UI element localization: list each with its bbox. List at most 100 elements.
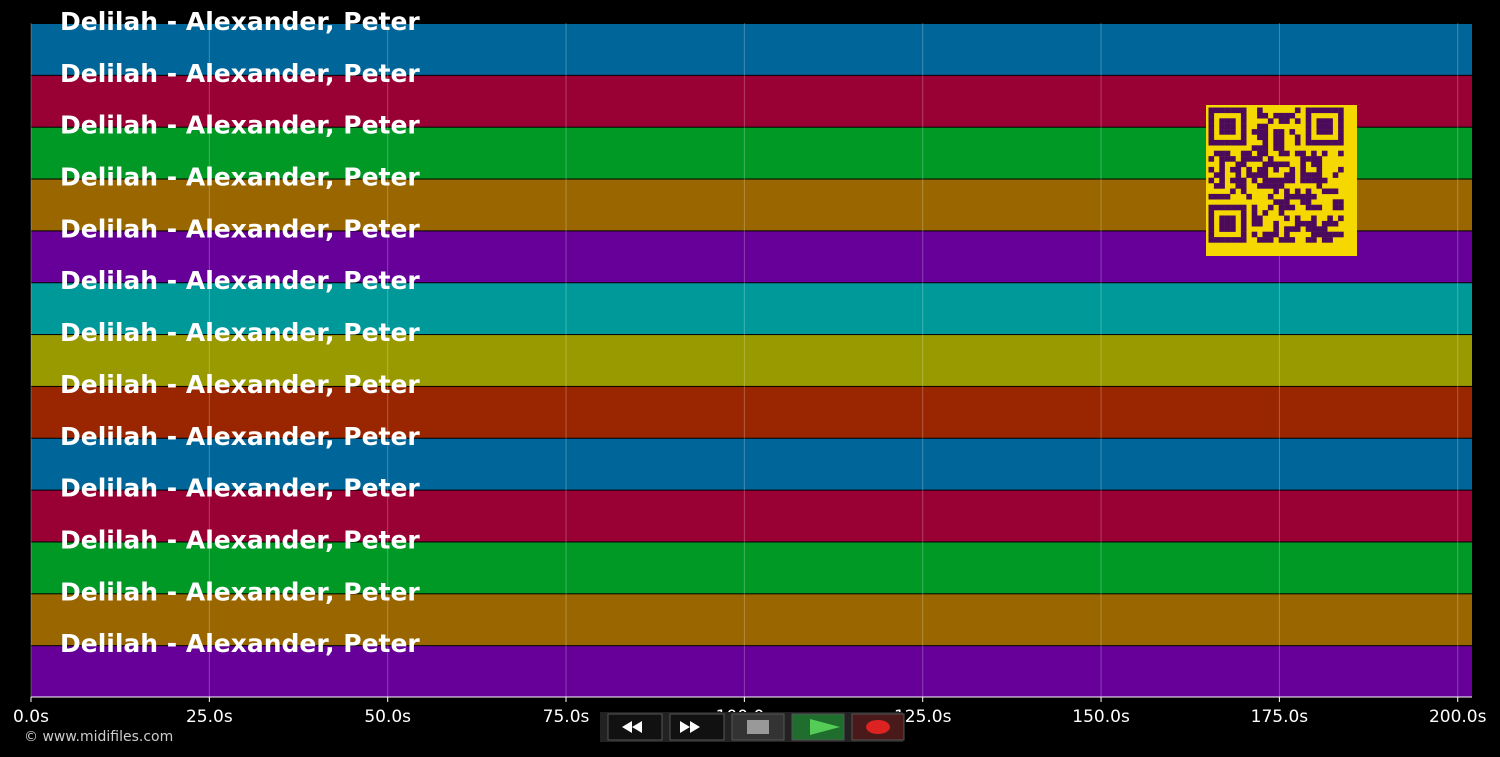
- qr-module: [1213, 237, 1220, 243]
- qr-module: [1208, 118, 1215, 124]
- qr-module: [1332, 188, 1339, 195]
- qr-module: [1289, 204, 1296, 211]
- stop-button[interactable]: [731, 713, 785, 741]
- qr-module: [1251, 129, 1258, 135]
- qr-module: [1338, 112, 1344, 119]
- qr-module: [1284, 150, 1290, 157]
- qr-module: [1208, 231, 1215, 238]
- qr-module: [1267, 204, 1274, 211]
- qr-module: [1240, 107, 1247, 114]
- qr-module: [1300, 166, 1306, 173]
- qr-module: [1235, 139, 1242, 146]
- qr-module: [1208, 237, 1215, 243]
- qr-module: [1251, 231, 1258, 238]
- qr-module: [1338, 166, 1344, 173]
- qr-module: [1327, 237, 1333, 243]
- qr-module: [1251, 156, 1258, 162]
- record-button[interactable]: [851, 713, 905, 741]
- track-lane: [31, 594, 1472, 646]
- qr-module: [1327, 123, 1333, 130]
- rewind-button[interactable]: [607, 713, 663, 741]
- qr-module: [1316, 107, 1323, 114]
- qr-module: [1224, 123, 1231, 130]
- qr-module: [1284, 237, 1290, 243]
- qr-module: [1262, 177, 1269, 184]
- qr-module: [1305, 112, 1312, 119]
- qr-module: [1257, 172, 1263, 178]
- qr-module: [1224, 139, 1231, 146]
- track-lane: [31, 24, 1472, 75]
- qr-module: [1246, 193, 1252, 200]
- qr-module: [1219, 129, 1225, 135]
- play-button[interactable]: [791, 713, 845, 741]
- qr-module: [1208, 123, 1215, 130]
- qr-module: [1311, 139, 1317, 146]
- qr-module: [1219, 166, 1225, 173]
- qr-module: [1219, 193, 1225, 200]
- qr-module: [1235, 161, 1242, 168]
- qr-module: [1251, 172, 1258, 178]
- qr-module: [1213, 107, 1220, 114]
- qr-module: [1338, 204, 1344, 211]
- qr-module: [1284, 161, 1290, 168]
- qr-module: [1294, 118, 1301, 124]
- qr-module: [1224, 129, 1231, 135]
- qr-module: [1224, 204, 1231, 211]
- qr-module: [1224, 237, 1231, 243]
- qr-module: [1208, 215, 1215, 222]
- qr-module: [1251, 145, 1258, 151]
- qr-module: [1208, 177, 1215, 184]
- forward-icon: [680, 721, 700, 733]
- qr-module: [1284, 112, 1290, 119]
- qr-module: [1294, 193, 1301, 200]
- qr-module: [1213, 150, 1220, 157]
- qr-module: [1278, 134, 1285, 141]
- qr-module: [1262, 210, 1269, 216]
- qr-module: [1208, 226, 1215, 232]
- qr-module: [1240, 215, 1247, 222]
- qr-module: [1338, 123, 1344, 130]
- stop-icon: [747, 720, 769, 734]
- qr-module: [1208, 156, 1215, 162]
- qr-module: [1311, 220, 1317, 227]
- qr-module: [1327, 107, 1333, 114]
- qr-module: [1284, 226, 1290, 232]
- qr-module: [1300, 156, 1306, 162]
- qr-module: [1338, 107, 1344, 114]
- forward-button[interactable]: [669, 713, 725, 741]
- qr-module: [1257, 112, 1263, 119]
- qr-code: [1206, 105, 1357, 256]
- qr-module: [1321, 150, 1328, 157]
- x-tick-label: 50.0s: [364, 707, 411, 727]
- qr-module: [1294, 220, 1301, 227]
- qr-module: [1262, 134, 1269, 141]
- qr-module: [1305, 107, 1312, 114]
- qr-module: [1305, 134, 1312, 141]
- qr-module: [1240, 237, 1247, 243]
- qr-module: [1294, 134, 1301, 141]
- qr-module: [1278, 161, 1285, 168]
- track-lane: [31, 646, 1472, 697]
- qr-module: [1305, 237, 1312, 243]
- qr-module: [1305, 177, 1312, 184]
- qr-module: [1267, 183, 1274, 189]
- qr-module: [1273, 134, 1279, 141]
- qr-module: [1300, 199, 1306, 205]
- labels: Delilah - Alexander, Peter Delilah - Alex…: [60, 7, 420, 658]
- qr-module: [1235, 183, 1242, 189]
- track-name: Delilah - Alexander, Peter: [60, 577, 420, 606]
- qr-module: [1327, 231, 1333, 238]
- qr-module: [1219, 204, 1225, 211]
- qr-module: [1230, 139, 1236, 146]
- qr-module: [1294, 150, 1301, 157]
- qr-module: [1208, 112, 1215, 119]
- qr-module: [1278, 204, 1285, 211]
- qr-module: [1300, 177, 1306, 184]
- qr-module: [1284, 172, 1290, 178]
- qr-module: [1294, 188, 1301, 195]
- qr-module: [1251, 204, 1258, 211]
- qr-module: [1278, 112, 1285, 119]
- qr-module: [1230, 123, 1236, 130]
- qr-module: [1219, 123, 1225, 130]
